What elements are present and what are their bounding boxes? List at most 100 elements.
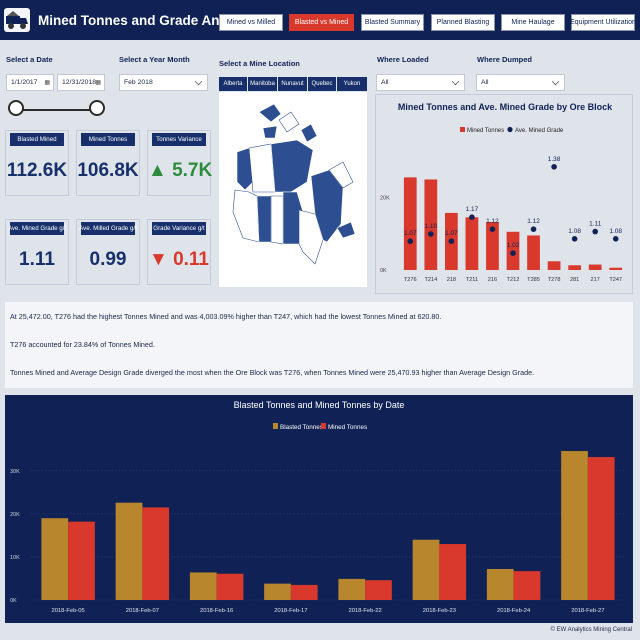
x-tick-label: T211 [466,277,478,283]
y-tick-label: 30K [10,469,20,475]
mine-location-label: Select a Mine Location [219,59,300,68]
canada-map[interactable] [219,92,367,287]
bar-mined-tonnes [403,177,417,270]
data-label-grade: 1.12 [486,218,499,225]
bar-blasted-tonnes [412,539,440,600]
arctic-island-3 [262,125,278,139]
x-tick-label: 2018-Feb-05 [52,608,85,614]
bar-blasted-tonnes [486,569,514,600]
where-dumped-select[interactable]: All [476,74,565,91]
nav-equipment-utilization[interactable]: Equipment Utilization [570,14,636,31]
data-label-grade: 1.08 [568,228,581,235]
legend-label-mined: Mined Tonnes [328,424,367,431]
bar-mined-tonnes [588,264,602,270]
kpi-value: 1.11 [19,249,55,270]
region-maritimes [336,221,356,239]
region-nwt [248,143,276,193]
date-start-value: 1/1/2017 [11,79,38,86]
region-yukon [236,147,254,191]
bar-blasted-tonnes [115,502,143,600]
y-tick-label: 0K [10,598,17,604]
data-label-grade: 1.02 [507,242,520,249]
where-loaded-select[interactable]: All [376,74,465,91]
location-tab-alberta[interactable]: Alberta [219,77,247,91]
kpi-blasted-mined: Blasted Mined 112.6K [5,130,69,196]
x-tick-label: 2018-Feb-27 [571,608,604,614]
kpi-label: Ave. Mined Grade g/t [8,222,66,235]
nav-mine-haulage[interactable]: Mine Haulage [501,14,565,31]
date-range-slider-track[interactable] [16,109,98,111]
dot-grade [612,236,619,242]
y-tick-label: 10K [10,555,20,561]
data-label-grade: 1.08 [609,228,622,235]
dot-grade [551,164,557,170]
bar-mined-tonnes [424,179,438,270]
chart-title: Blasted Tonnes and Mined Tonnes by Date [234,400,405,410]
bar-blasted-tonnes [41,518,69,600]
bar-mined-tonnes [68,521,95,600]
data-label-grade: 1.17 [466,206,479,213]
kpi-milled-grade: Ave. Milled Grade g/t 0.99 [76,219,140,285]
bar-mined-tonnes [547,261,561,270]
date-start-input[interactable]: 1/1/2017 ▦ [6,74,54,91]
location-tab-yukon[interactable]: Yukon [337,77,367,91]
smart-narrative-panel: At 25,472.00, T276 had the highest Tonne… [5,302,633,388]
location-tab-quebec[interactable]: Quebec [308,77,336,91]
year-month-label: Select a Year Month [119,55,190,64]
y-tick-label: 20K [10,512,20,518]
legend-swatch-grade [507,126,513,133]
narrative-line-2: T276 accounted for 23.84% of Tonnes Mine… [10,340,155,349]
x-tick-label: T212 [507,277,520,283]
bar-mined-tonnes [365,580,392,600]
date-end-input[interactable]: 12/31/2018 ▦ [57,74,105,91]
nav-mined-vs-milled[interactable]: Mined vs Milled [219,14,283,31]
location-tab-manitoba[interactable]: Manitoba [248,77,277,91]
x-tick-label: T214 [424,277,437,283]
legend-swatch-mined [321,423,326,429]
x-tick-label: 281 [570,277,579,283]
bar-mined-tonnes [486,222,499,270]
dot-grade [428,231,434,237]
region-saskatchewan [270,195,284,245]
nav-planned-blasting[interactable]: Planned Blasting [431,14,495,31]
calendar-icon[interactable]: ▦ [95,80,101,86]
where-dumped-value: All [481,79,489,86]
year-month-select[interactable]: Feb 2018 [119,74,208,91]
nav-blasted-vs-mined[interactable]: Blasted vs Mined [289,14,354,31]
dot-grade [510,250,516,256]
legend-swatch-blasted [273,423,278,429]
chevron-down-icon [551,77,560,86]
dot-grade [407,238,414,244]
bar-mined-tonnes [568,265,582,270]
region-alberta [256,195,272,243]
data-label-grade: 1.07 [445,230,458,237]
bar-mined-tonnes [609,267,623,270]
chevron-down-icon [451,77,460,86]
location-tab-nunavut[interactable]: Nunavut [278,77,307,91]
date-range-end-handle[interactable] [89,100,105,116]
x-tick-label: 2018-Feb-17 [274,608,307,614]
dot-grade [448,238,455,244]
x-tick-label: T276 [404,277,417,283]
x-tick-label: 217 [591,277,600,283]
date-range-start-handle[interactable] [8,100,24,116]
data-label-grade: 1.10 [424,223,437,230]
calendar-icon[interactable]: ▦ [44,80,50,86]
where-loaded-label: Where Loaded [377,55,429,64]
dot-grade [489,226,496,232]
page-title: Mined Tonnes and Grade Analysis [38,13,258,28]
bar-mined-tonnes [527,235,540,270]
nav-blasted-summary[interactable]: Blasted Summary [361,14,424,31]
bar-mined-tonnes [290,584,318,600]
bar-blasted-tonnes [561,451,588,600]
x-tick-label: 2018-Feb-22 [349,608,382,614]
date-chart-panel: Blasted Tonnes and Mined Tonnes by Date B… [5,395,633,623]
where-dumped-label: Where Dumped [477,55,533,64]
x-tick-label: 218 [447,277,456,283]
legend-label-grade: Ave. Mined Grade [515,128,564,134]
kpi-label: Tonnes Variance [152,133,206,146]
region-nunavut [270,139,314,193]
region-bc [232,189,260,243]
kpi-value: ▲ 5.7K [148,160,213,181]
legend-label-blasted: Blasted Tonnes [280,424,323,431]
